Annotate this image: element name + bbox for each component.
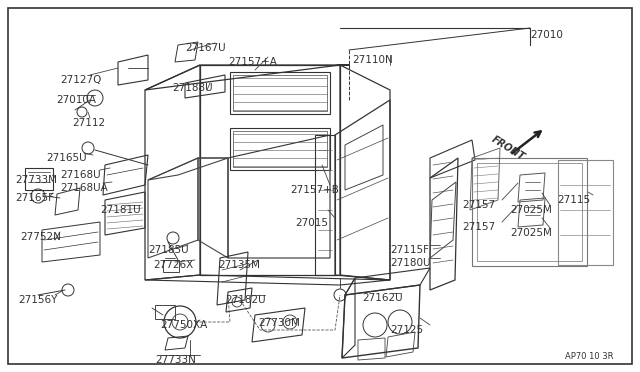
Text: 27180U: 27180U xyxy=(390,258,431,268)
Text: 27188U: 27188U xyxy=(172,83,212,93)
Text: 27112: 27112 xyxy=(72,118,105,128)
Text: 27752N: 27752N xyxy=(20,232,61,242)
Bar xyxy=(163,260,179,272)
Text: 27733M: 27733M xyxy=(15,175,57,185)
Bar xyxy=(233,75,327,111)
Bar xyxy=(477,163,582,261)
Text: 27733N: 27733N xyxy=(155,355,196,365)
Text: 27165F: 27165F xyxy=(15,193,54,203)
Text: 27185U: 27185U xyxy=(148,245,189,255)
Text: AP70 10 3R: AP70 10 3R xyxy=(565,352,614,361)
Text: 27730M: 27730M xyxy=(258,318,300,328)
Text: 27162U: 27162U xyxy=(362,293,403,303)
Text: 27157+A: 27157+A xyxy=(228,57,277,67)
Text: 27125: 27125 xyxy=(390,325,423,335)
Bar xyxy=(25,168,53,190)
Text: 27182U: 27182U xyxy=(225,295,266,305)
Text: 27168U: 27168U xyxy=(60,170,100,180)
Text: FRONT: FRONT xyxy=(490,134,526,162)
Text: 27750XA: 27750XA xyxy=(160,320,207,330)
Text: 27010A: 27010A xyxy=(56,95,96,105)
Text: 27156Y: 27156Y xyxy=(18,295,58,305)
Text: 27015: 27015 xyxy=(295,218,328,228)
Text: 27181U: 27181U xyxy=(100,205,141,215)
Text: 27135M: 27135M xyxy=(218,260,260,270)
Bar xyxy=(230,72,330,114)
Bar xyxy=(472,158,587,266)
Text: 27168UA: 27168UA xyxy=(60,183,108,193)
Text: 27157+B: 27157+B xyxy=(290,185,339,195)
Text: 27165U: 27165U xyxy=(46,153,86,163)
Text: 27115: 27115 xyxy=(557,195,590,205)
Text: 27127Q: 27127Q xyxy=(60,75,101,85)
Text: 27110N: 27110N xyxy=(352,55,393,65)
Bar xyxy=(558,160,613,265)
Bar xyxy=(230,128,330,170)
Text: 27726X: 27726X xyxy=(153,260,193,270)
Text: 27115F: 27115F xyxy=(390,245,429,255)
Text: 27157: 27157 xyxy=(462,222,495,232)
Text: 27010: 27010 xyxy=(530,30,563,40)
Text: 27025M: 27025M xyxy=(510,228,552,238)
Bar xyxy=(155,305,175,319)
Bar xyxy=(233,131,327,167)
Text: 27025M: 27025M xyxy=(510,205,552,215)
Text: 27157: 27157 xyxy=(462,200,495,210)
Text: 27167U: 27167U xyxy=(185,43,226,53)
